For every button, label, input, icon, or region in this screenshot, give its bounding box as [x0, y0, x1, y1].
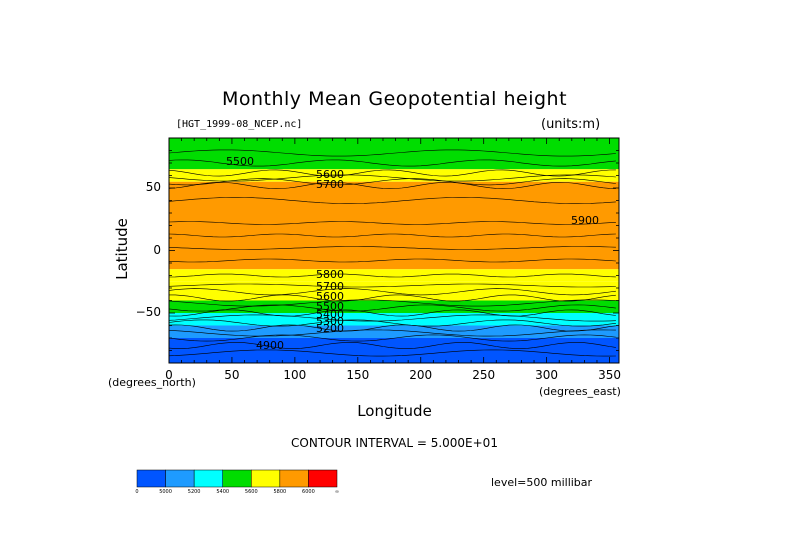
colorbar-swatch: [193, 469, 223, 488]
colorbar-label: 5600: [244, 489, 258, 495]
field-band-0: [169, 138, 619, 170]
contour-label: 5700: [316, 280, 344, 293]
contour-label: 4900: [256, 339, 284, 352]
contour-label: 5900: [571, 214, 599, 227]
colorbar-label: 0: [135, 489, 139, 495]
contour-line-13: [168, 288, 616, 296]
colorbar-swatch: [222, 469, 252, 488]
field-band-3: [169, 269, 619, 282]
x-tick-label: 200: [409, 368, 433, 382]
contour-label: 5500: [316, 300, 344, 313]
x-tick-label: 300: [535, 368, 559, 382]
contour-line-7: [168, 221, 616, 225]
x-axis-label: Longitude: [357, 402, 432, 420]
colorbar-label: ∞: [334, 489, 340, 495]
contour-line-15: [168, 299, 616, 307]
level-text: level=500 millibar: [491, 476, 593, 489]
contour-line-24: [168, 349, 616, 357]
field-band-8: [169, 338, 619, 363]
colorbar-label: 5200: [187, 489, 201, 495]
contour-line-0: [168, 149, 616, 157]
contour-label: 5300: [316, 315, 344, 328]
contour-line-22: [168, 334, 616, 342]
contour-label: 5600: [316, 290, 344, 303]
contour-label: 5200: [316, 322, 344, 335]
colorbar-swatch: [308, 469, 338, 488]
contour-line-3: [168, 174, 616, 182]
y-tick-label: 50: [145, 180, 161, 194]
contour-line-8: [168, 233, 616, 238]
contour-label: 5800: [316, 268, 344, 281]
contour-line-6: [168, 197, 616, 204]
dataset-label: [HGT_1999-08_NCEP.nc]: [176, 119, 303, 130]
contour-line-16: [168, 304, 616, 312]
contour-line-10: [168, 258, 616, 263]
contour-label: 5400: [316, 308, 344, 321]
contour-line-19: [168, 319, 616, 327]
colorbar-swatch: [165, 469, 195, 488]
y-tick-label: 0: [153, 242, 161, 257]
contour-line-20: [168, 324, 616, 332]
y-tick-label: −50: [135, 305, 161, 319]
contour-label: 5500: [226, 155, 254, 168]
contour-line-17: [168, 309, 616, 317]
colorbar-label: 6000: [302, 489, 315, 495]
chart-title: Monthly Mean Geopotential height: [221, 88, 568, 110]
contour-line-2: [168, 169, 616, 177]
contour-line-12: [168, 283, 616, 288]
colorbar-swatch: [251, 469, 281, 488]
field-band-4: [169, 281, 619, 301]
contour-line-14: [169, 294, 616, 302]
contour-line-18: [168, 314, 616, 322]
contour-line-23: [168, 342, 616, 349]
colorbar-label: 5800: [273, 489, 287, 495]
field-band-2: [169, 181, 619, 270]
x-tick-label: 150: [346, 368, 370, 382]
units-label: (units:m): [541, 117, 601, 132]
y-unit-label: (degrees_north): [108, 376, 196, 389]
x-tick-label: 100: [283, 368, 307, 382]
contour-line-1: [168, 159, 616, 167]
contour-label: 5600: [316, 168, 344, 181]
contour-line-11: [168, 273, 616, 278]
contour-line-5: [168, 182, 616, 189]
x-tick-label: 250: [472, 368, 496, 382]
contour-line-9: [168, 246, 616, 250]
contour-interval-text: CONTOUR INTERVAL = 5.000E+01: [291, 436, 498, 450]
x-tick-label: 350: [598, 368, 621, 382]
contour-line-21: [168, 329, 616, 337]
field-band-7: [169, 325, 619, 338]
x-unit-label: (degrees_east): [539, 385, 621, 398]
contour-line-4: [168, 178, 616, 186]
colorbar-swatch: [136, 469, 166, 488]
colorbar-label: 5400: [216, 489, 230, 495]
x-tick-label: 50: [224, 368, 240, 382]
colorbar-label: 5000: [159, 489, 172, 495]
x-tick-label: 0: [165, 368, 173, 382]
contour-label: 5700: [316, 178, 344, 191]
colorbar-swatch: [279, 469, 309, 488]
field-band-5: [169, 300, 619, 313]
